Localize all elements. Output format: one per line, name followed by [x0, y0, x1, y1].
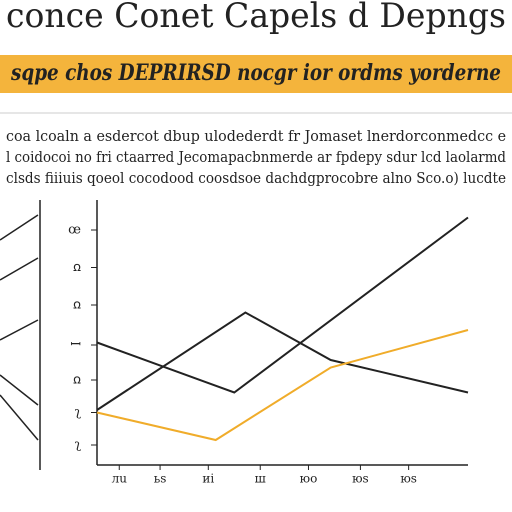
- x-tick-label: лu: [112, 472, 128, 486]
- y-tick-label: œ: [68, 223, 81, 238]
- series-line: [96, 216, 469, 394]
- x-tick-label: ьs: [154, 472, 167, 486]
- banner-text: sqpe chos DEPRIRSD nocgr ior ordms yorde…: [10, 60, 501, 86]
- paragraph-line: coa lcoaln a esdercot dbup ulodederdt fr…: [6, 127, 506, 145]
- fragment-line: [0, 374, 39, 406]
- fragment-line: [0, 214, 39, 241]
- paragraph-line: l coidocoi no fri ctaarred Jecomapacbnme…: [6, 148, 506, 166]
- side-fragment: [0, 200, 41, 470]
- paragraph-line: clsds fiiiuis qoeol cocodood coosdsoe da…: [6, 169, 506, 187]
- series-line: [96, 329, 469, 442]
- y-tick-label: ꭥ: [73, 260, 81, 275]
- y-tick-label: ʅ: [75, 405, 82, 420]
- fragment-line: [0, 319, 39, 341]
- chart-title: conce Conet Capels d Depngs: [6, 0, 506, 36]
- banner: [0, 55, 512, 93]
- y-tick-label: ꭥ: [73, 298, 81, 313]
- series-line: [96, 311, 469, 411]
- fragment-line: [0, 257, 39, 281]
- y-tick-label: ꭥ: [73, 373, 81, 388]
- x-tick-label: иi: [202, 472, 214, 486]
- x-tick-label: юs: [352, 472, 369, 486]
- x-tick-label: ш: [255, 472, 266, 486]
- y-tick-label: ʅ: [75, 438, 82, 453]
- x-tick-label: юo: [300, 472, 318, 486]
- x-tick-label: юs: [400, 472, 417, 486]
- fragment-line: [0, 394, 39, 441]
- y-tick-label: ꟷ: [70, 338, 81, 353]
